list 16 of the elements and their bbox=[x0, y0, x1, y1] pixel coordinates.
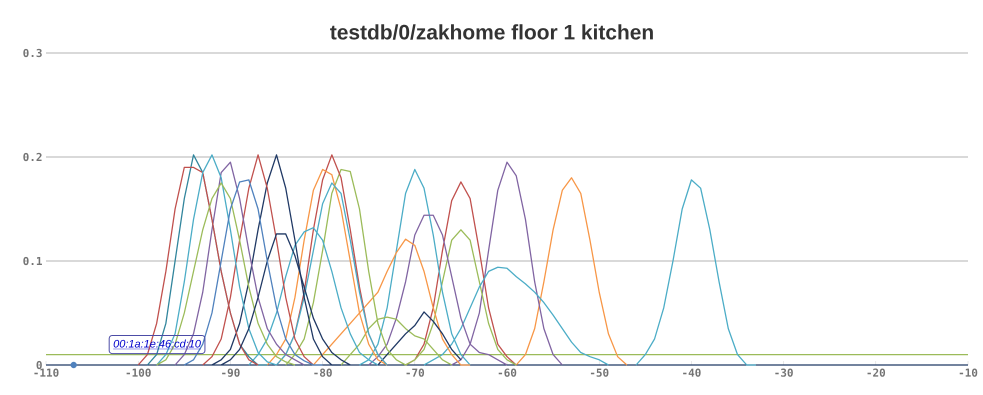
x-tick-label: -20 bbox=[868, 368, 886, 377]
x-tick-label: -60 bbox=[498, 368, 516, 377]
x-tick-label: -10 bbox=[960, 368, 978, 377]
x-tick-label: -50 bbox=[590, 368, 608, 377]
x-tick-label: -100 bbox=[126, 368, 151, 377]
chart-title: testdb/0/zakhome floor 1 kitchen bbox=[330, 24, 653, 40]
x-tick-label: -70 bbox=[406, 368, 424, 377]
x-tick-label: -30 bbox=[775, 368, 793, 377]
y-tick-label: 0.2 bbox=[23, 152, 42, 162]
x-tick-label: -90 bbox=[222, 368, 240, 377]
y-tick-label: 0 bbox=[36, 360, 42, 370]
y-tick-label: 0.1 bbox=[23, 256, 42, 266]
x-tick-label: -80 bbox=[314, 368, 332, 377]
x-tick-label: -110 bbox=[34, 368, 59, 377]
x-tick-label: -40 bbox=[683, 368, 701, 377]
y-tick-label: 0.3 bbox=[23, 48, 42, 58]
